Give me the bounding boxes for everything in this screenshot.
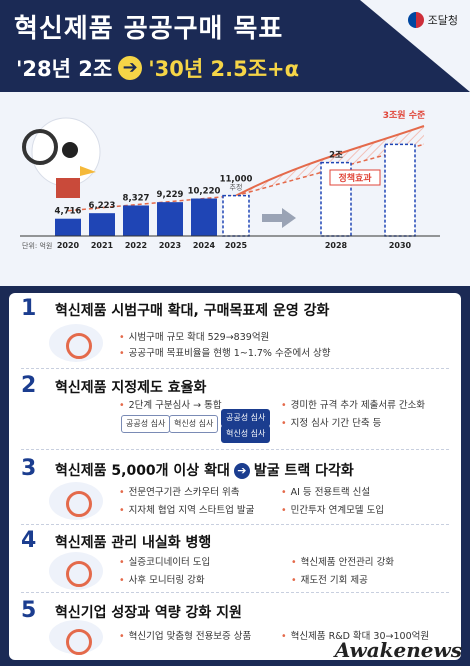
section-number: 2 <box>21 373 37 398</box>
bar <box>89 213 115 236</box>
search-icon <box>49 482 103 520</box>
section-number: 3 <box>21 456 37 481</box>
purchase-chart: 4,716 2020 6,223 2021 8,327 2022 9,229 2023 10,2… <box>20 109 440 250</box>
badge-public: 공공성 심사 <box>121 415 171 433</box>
section-title: 혁신제품 5,000개 이상 확대 ➔ 발굴 트랙 다각화 <box>55 460 354 480</box>
section-number: 4 <box>21 528 37 553</box>
watermark: Awakenews <box>334 638 462 662</box>
page-title: 혁신제품 공공구매 목표 <box>14 14 284 44</box>
list-item: 실증코디네이터 도입 <box>119 554 211 568</box>
section-title: 혁신제품 지정제도 효율화 <box>55 380 207 396</box>
list-item: AI 등 전용트랙 신설 <box>281 484 371 498</box>
gear-icon <box>49 552 103 590</box>
section-5: 5 혁신기업 성장과 역량 강화 지원 혁신기업 맞춤형 전용보증 상품 혁신제… <box>9 598 461 658</box>
x-tick-label: 2021 <box>91 241 114 250</box>
cart-icon <box>49 324 103 362</box>
policy-box <box>329 169 381 186</box>
growth-icon <box>49 620 103 655</box>
policy-effect-area <box>236 126 424 196</box>
bar <box>123 205 149 236</box>
arrow-gray-icon <box>262 208 296 228</box>
section-title-b: 발굴 트랙 다각화 <box>253 463 354 479</box>
estimate-label: 추정 <box>230 183 243 192</box>
list-item: 민간투자 연계모델 도입 <box>281 502 384 516</box>
data-label: 11,000 <box>220 175 253 185</box>
target-curve <box>235 125 425 197</box>
section-1: 1 혁신제품 시범구매 확대, 구매목표제 운영 강화 시범구매 규모 확대 5… <box>9 296 461 369</box>
list-item: 경미한 규격 추가 제출서류 간소화 <box>281 397 425 411</box>
title-banner <box>0 0 470 92</box>
list-item: 혁신제품 안전관리 강화 <box>291 554 394 568</box>
data-label: 2조 <box>329 151 343 161</box>
list-item: 혁신제품 R&D 확대 30→100억원 <box>281 628 429 642</box>
bar <box>191 198 217 236</box>
data-label: 9,229 <box>157 190 184 200</box>
divider <box>21 524 449 525</box>
bar <box>157 202 183 236</box>
section-title: 혁신제품 관리 내실화 병행 <box>55 535 212 551</box>
section-4: 4 혁신제품 관리 내실화 병행 실증코디네이터 도입 혁신제품 안전관리 강화… <box>9 528 461 596</box>
arrow-right-icon: ➔ <box>118 56 143 80</box>
policy-label: 정책효과 <box>338 172 372 184</box>
data-label: 8,327 <box>123 193 150 203</box>
x-tick-label: 2028 <box>325 241 348 250</box>
section-number: 5 <box>21 598 37 623</box>
list-item: 전문연구기관 스카우터 위촉 <box>119 484 240 498</box>
x-tick-label: 2024 <box>193 241 216 250</box>
bar <box>384 143 416 237</box>
unit-label: 단위: 억원 <box>22 241 52 250</box>
list-item: 공공구매 목표비율을 현행 1~1.7% 수준에서 상향 <box>119 345 331 359</box>
data-label: 6,223 <box>89 201 116 211</box>
list-item: 지자체 협업 지역 스타트업 발굴 <box>119 502 255 516</box>
data-label: 10,220 <box>188 187 221 197</box>
badge-innovation: 혁신성 심사 <box>169 415 219 433</box>
list-item: 혁신기업 맞춤형 전용보증 상품 <box>119 628 252 642</box>
x-tick-label: 2030 <box>389 241 412 250</box>
section-3: 3 혁신제품 5,000개 이상 확대➔발굴 트랙 다각화 전문연구기관 스카우… <box>9 456 461 526</box>
divider <box>21 368 449 369</box>
x-tick-label: 2022 <box>125 241 147 250</box>
x-tick-label: 2020 <box>57 241 80 250</box>
page-subtitle: '28년 2조 ➔ '30년 2.5조+α <box>16 53 299 83</box>
section-2: 2 혁신제품 지정제도 효율화 2단계 구분심사 → 통합 경미한 규격 추가 … <box>9 373 461 451</box>
x-tick-label: 2023 <box>159 241 181 250</box>
section-title-a: 혁신제품 5,000개 이상 확대 <box>55 463 230 479</box>
agency-name: 조달청 <box>427 14 458 27</box>
section-number: 1 <box>21 296 37 321</box>
section-title: 혁신기업 성장과 역량 강화 지원 <box>55 605 242 621</box>
subtitle-to: '30년 2.5조+α <box>148 57 300 81</box>
list-item: 시범구매 규모 확대 529→839억원 <box>119 329 270 343</box>
bar <box>222 194 250 237</box>
badge-innovation-merged: 혁신성 심사 <box>221 425 271 443</box>
list-item: 지정 심사 기간 단축 등 <box>281 415 382 429</box>
list-item: 2단계 구분심사 → 통합 <box>119 397 222 411</box>
badge-public-merged: 공공성 심사 <box>221 409 271 427</box>
data-label: 4,716 <box>55 207 82 217</box>
target-label: 3조원 수준 <box>383 109 426 121</box>
list-item: 사후 모니터링 강화 <box>119 572 205 586</box>
agency-logo: 조달청 <box>407 12 458 28</box>
taegeuk-icon <box>407 12 424 28</box>
divider <box>21 592 449 593</box>
subtitle-from: '28년 2조 <box>16 57 113 81</box>
mascot-illustration <box>22 117 101 198</box>
bar <box>55 218 81 236</box>
x-tick-label: 2025 <box>225 241 248 250</box>
list-item: 재도전 기회 제공 <box>291 572 368 586</box>
arrow-right-icon: ➔ <box>233 463 250 479</box>
section-title: 혁신제품 시범구매 확대, 구매목표제 운영 강화 <box>55 303 330 319</box>
divider <box>21 449 449 450</box>
